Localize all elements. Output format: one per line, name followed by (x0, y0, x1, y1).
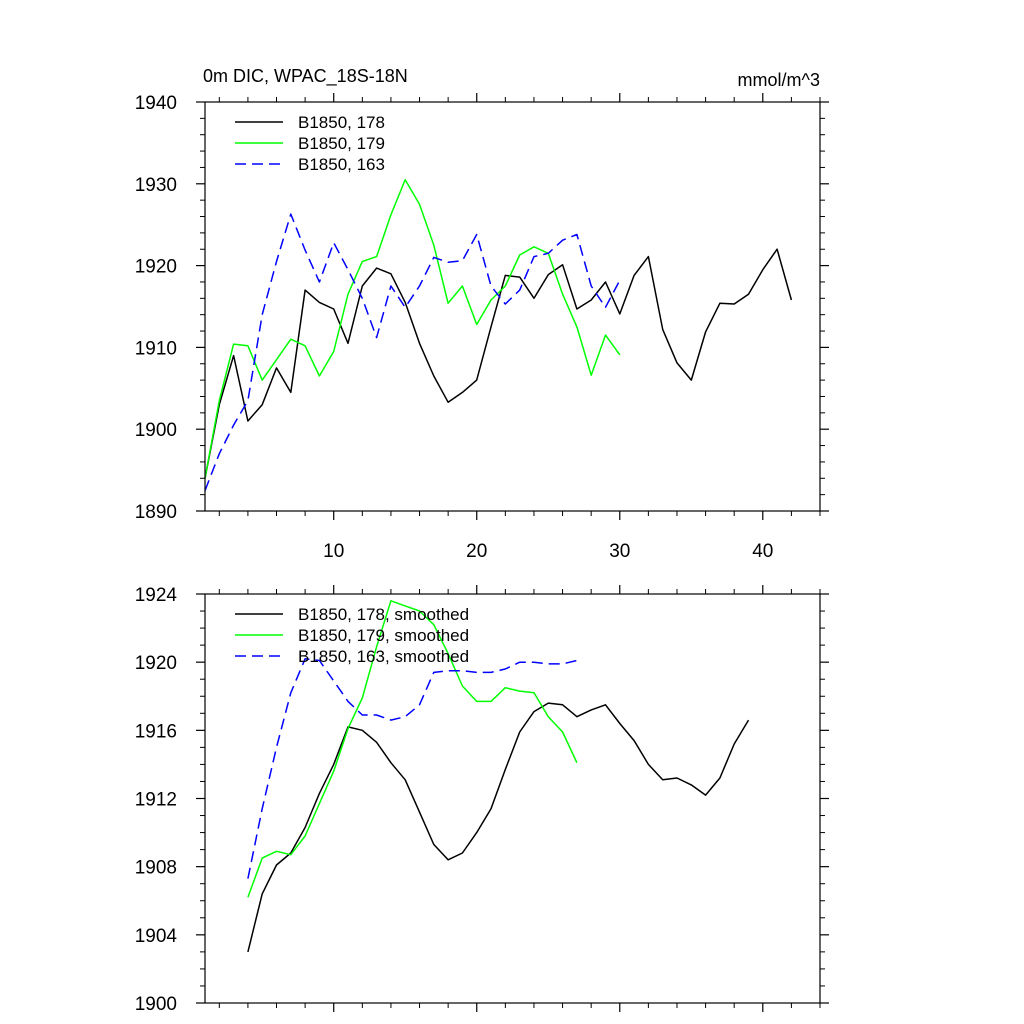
y-tick-label: 1908 (135, 858, 177, 879)
legend-label: B1850, 178, smoothed (298, 605, 469, 624)
axis-ticks-top: 1890 1900 1910 1920 1930 1940 10 20 30 40 (135, 93, 829, 562)
chart-title: 0m DIC, WPAC_18S-18N (203, 66, 408, 87)
legend-bottom: B1850, 178, smoothed B1850, 179, smoothed… (235, 605, 469, 666)
y-tick-label: 1912 (135, 790, 177, 811)
series-layer-bottom (247, 600, 750, 953)
y-tick-label: 1940 (135, 93, 177, 114)
plot-frame (204, 593, 821, 1004)
legend-label: B1850, 178 (298, 113, 385, 132)
y-tick-label: 1924 (135, 585, 178, 606)
series-line (204, 178, 621, 479)
legend-top: B1850, 178 B1850, 179 B1850, 163 (235, 113, 385, 174)
series-layer-top (204, 178, 793, 491)
legend-label: B1850, 163, smoothed (298, 647, 469, 666)
y-tick-label: 1900 (135, 994, 177, 1015)
axis-ticks-bottom: 1900 1904 1908 1912 1916 1920 1924 (135, 585, 829, 1015)
y-tick-label: 1916 (135, 721, 177, 742)
series-line (204, 248, 793, 479)
units-label: mmol/m^3 (738, 70, 820, 90)
x-tick-label: 30 (609, 541, 630, 562)
chart-top: 0m DIC, WPAC_18S-18N mmol/m^3 1890 1900 19… (135, 66, 829, 562)
y-tick-label: 1910 (135, 338, 177, 359)
x-tick-label: 10 (323, 541, 344, 562)
chart-bottom: 1900 1904 1908 1912 1916 1920 1924 B1850, 178,… (135, 585, 829, 1015)
legend-label: B1850, 163 (298, 155, 385, 174)
plot-frame (204, 101, 821, 512)
series-line (247, 658, 578, 879)
legend-label: B1850, 179 (298, 134, 385, 153)
y-tick-label: 1920 (135, 653, 177, 674)
y-tick-label: 1920 (135, 257, 177, 278)
legend-label: B1850, 179, smoothed (298, 626, 469, 645)
y-tick-label: 1904 (135, 926, 178, 947)
x-tick-label: 40 (752, 541, 773, 562)
series-line (247, 600, 578, 898)
y-tick-label: 1930 (135, 175, 177, 196)
series-line (247, 702, 750, 953)
y-tick-label: 1890 (135, 502, 177, 523)
x-tick-label: 20 (466, 541, 487, 562)
y-tick-label: 1900 (135, 420, 177, 441)
series-line (204, 213, 621, 491)
